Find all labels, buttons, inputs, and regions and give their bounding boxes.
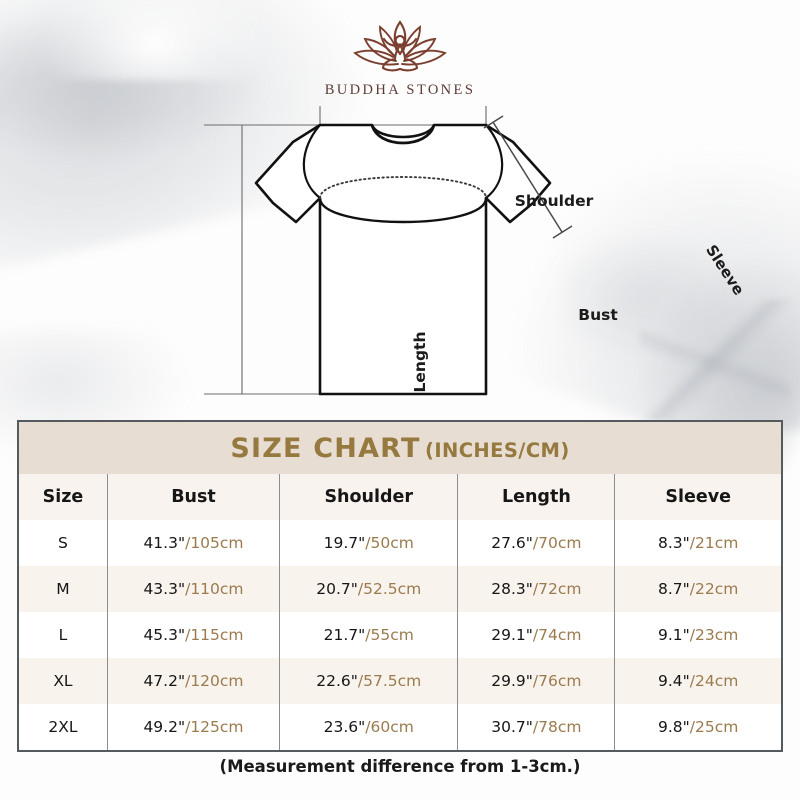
cell-shoulder: 22.6"/57.5cm bbox=[279, 658, 458, 704]
cell-size: S bbox=[19, 520, 108, 566]
cell-shoulder: 23.6"/60cm bbox=[279, 704, 458, 750]
cell-shoulder: 19.7"/50cm bbox=[279, 520, 458, 566]
table-row: M 43.3"/110cm 20.7"/52.5cm 28.3"/72cm 8.… bbox=[19, 566, 781, 612]
label-bust: Bust bbox=[578, 306, 618, 324]
label-length: Length bbox=[411, 331, 429, 393]
table-row: XL 47.2"/120cm 22.6"/57.5cm 29.9"/76cm 9… bbox=[19, 658, 781, 704]
cell-sleeve: 9.1"/23cm bbox=[614, 612, 781, 658]
label-sleeve: Sleeve bbox=[702, 241, 748, 299]
table-row: L 45.3"/115cm 21.7"/55cm 29.1"/74cm 9.1"… bbox=[19, 612, 781, 658]
size-chart-units: (INCHES/CM) bbox=[425, 439, 570, 462]
bust-measure-solid bbox=[318, 197, 488, 224]
column-header-bust: Bust bbox=[106, 474, 280, 520]
size-chart-title: SIZE CHART bbox=[230, 433, 421, 464]
cell-bust: 43.3"/110cm bbox=[106, 566, 280, 612]
column-header-length: Length bbox=[457, 474, 615, 520]
cell-length: 29.9"/76cm bbox=[457, 658, 615, 704]
cell-length: 29.1"/74cm bbox=[457, 612, 615, 658]
brand-name: BUDDHA STONES bbox=[324, 82, 476, 98]
table-header-row: Size Bust Shoulder Length Sleeve bbox=[19, 474, 781, 520]
size-chart-table-container: SIZE CHART (INCHES/CM) Size Bust Shoulde… bbox=[17, 420, 783, 752]
column-header-shoulder: Shoulder bbox=[279, 474, 458, 520]
tshirt-measurement-svg bbox=[204, 106, 573, 396]
cell-bust: 41.3"/105cm bbox=[106, 520, 280, 566]
cell-bust: 49.2"/125cm bbox=[106, 704, 280, 750]
cell-size: 2XL bbox=[19, 704, 108, 750]
cell-size: L bbox=[19, 612, 108, 658]
cell-size: XL bbox=[19, 658, 108, 704]
column-header-size: Size bbox=[19, 474, 108, 520]
ink-wash-watermark-top-right-2 bbox=[630, 250, 800, 430]
cell-sleeve: 8.7"/22cm bbox=[614, 566, 781, 612]
cell-shoulder: 20.7"/52.5cm bbox=[279, 566, 458, 612]
cell-shoulder: 21.7"/55cm bbox=[279, 612, 458, 658]
cell-length: 28.3"/72cm bbox=[457, 566, 615, 612]
cell-bust: 45.3"/115cm bbox=[106, 612, 280, 658]
cell-size: M bbox=[19, 566, 108, 612]
measurement-note: (Measurement difference from 1-3cm.) bbox=[219, 757, 581, 776]
lotus-meditation-icon bbox=[353, 20, 447, 72]
cell-sleeve: 8.3"/21cm bbox=[614, 520, 781, 566]
table-row: S 41.3"/105cm 19.7"/50cm 27.6"/70cm 8.3"… bbox=[19, 520, 781, 566]
cell-length: 27.6"/70cm bbox=[457, 520, 615, 566]
mountain-peak-watermark bbox=[640, 300, 790, 420]
brand-logo: BUDDHA STONES bbox=[0, 14, 800, 99]
table-row: 2XL 49.2"/125cm 23.6"/60cm 30.7"/78cm 9.… bbox=[19, 704, 781, 750]
cell-length: 30.7"/78cm bbox=[457, 704, 615, 750]
cell-sleeve: 9.8"/25cm bbox=[614, 704, 781, 750]
size-chart-title-band: SIZE CHART (INCHES/CM) bbox=[19, 422, 781, 474]
size-table: Size Bust Shoulder Length Sleeve S 41.3"… bbox=[19, 474, 781, 750]
cell-sleeve: 9.4"/24cm bbox=[614, 658, 781, 704]
column-header-sleeve: Sleeve bbox=[614, 474, 781, 520]
bust-measure-dotted bbox=[319, 176, 487, 199]
label-shoulder: Shoulder bbox=[514, 192, 594, 210]
cell-bust: 47.2"/120cm bbox=[106, 658, 280, 704]
tshirt-diagram: Shoulder Bust Length Sleeve bbox=[196, 94, 748, 419]
neckline bbox=[370, 124, 436, 145]
